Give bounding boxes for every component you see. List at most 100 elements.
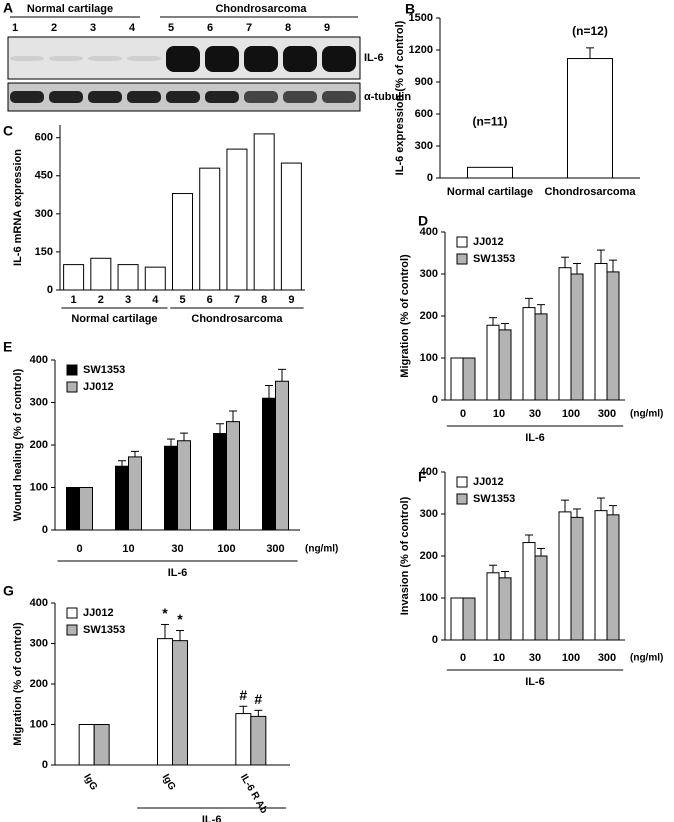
bar: [567, 58, 613, 179]
bar: [117, 264, 139, 291]
legend-label: JJ012: [473, 236, 504, 248]
bar: [594, 263, 608, 401]
lane-label: 2: [51, 22, 57, 34]
x-tick-label: 3: [125, 294, 131, 306]
bar: [78, 724, 95, 766]
blot-band: [244, 91, 278, 103]
blot-band: [283, 91, 317, 103]
blot-band: [322, 46, 356, 72]
legend-label: JJ012: [83, 381, 114, 393]
bar: [172, 193, 193, 291]
y-tick-label: 600: [35, 132, 53, 144]
bar: [522, 542, 536, 641]
panel-label: F: [418, 469, 427, 485]
y-tick-label: 1200: [409, 44, 433, 56]
x-axis-label: IL-6: [168, 567, 188, 579]
blot-band: [127, 91, 161, 103]
bar: [486, 324, 500, 401]
y-tick-label: 300: [420, 508, 438, 520]
bar: [450, 597, 464, 641]
legend-swatch: [456, 493, 468, 505]
y-tick-label: 0: [42, 759, 48, 771]
bar: [90, 257, 112, 291]
x-tick-label: 5: [179, 294, 185, 306]
x-unit: (ng/ml): [630, 653, 663, 664]
x-tick-label: 1: [71, 294, 77, 306]
bar: [275, 380, 289, 531]
group-label: Normal cartilage: [27, 3, 113, 15]
x-tick-label: 100: [562, 652, 580, 664]
bar: [66, 487, 80, 531]
y-axis-label: Wound healing (% of control): [12, 368, 24, 521]
blot-band: [166, 46, 200, 72]
x-tick-label: 30: [529, 408, 541, 420]
x-tick-label: 7: [234, 294, 240, 306]
x-tick-label: IgG: [160, 772, 178, 792]
bar: [558, 267, 572, 401]
lane-label: 7: [246, 22, 252, 34]
y-axis-label: Migration (% of control): [12, 622, 24, 746]
bar: [128, 456, 142, 531]
annotation: (n=11): [472, 115, 507, 129]
x-tick-label: 10: [493, 408, 505, 420]
x-tick-label: 2: [98, 294, 104, 306]
lane-label: 8: [285, 22, 291, 34]
legend-swatch: [66, 364, 78, 376]
y-tick-label: 300: [30, 637, 48, 649]
x-tick-label: 10: [493, 652, 505, 664]
lane-label: 3: [90, 22, 96, 34]
y-tick-label: 450: [35, 170, 53, 182]
lane-label: 9: [324, 22, 330, 34]
x-tick-label: 300: [598, 652, 616, 664]
y-tick-label: 100: [30, 718, 48, 730]
group-label: Chondrosarcoma: [215, 3, 307, 15]
bar: [172, 640, 188, 766]
lane-label: 5: [168, 22, 174, 34]
y-axis-label: Invasion (% of control): [399, 496, 411, 615]
legend-swatch: [456, 253, 468, 265]
bar: [250, 715, 267, 766]
legend-label: SW1353: [83, 624, 125, 636]
y-tick-label: 0: [432, 634, 438, 646]
blot-band: [88, 56, 122, 61]
y-tick-label: 200: [30, 678, 48, 690]
bar: [164, 445, 178, 531]
y-tick-label: 100: [420, 352, 438, 364]
y-tick-label: 300: [30, 396, 48, 408]
y-tick-label: 400: [30, 354, 48, 366]
y-tick-label: 400: [420, 226, 438, 238]
y-tick-label: 200: [420, 310, 438, 322]
x-tick-label: IL-6 R Ab: [238, 772, 269, 815]
blot-band: [49, 56, 83, 61]
panel-label: C: [3, 123, 13, 139]
x-tick-label: 100: [562, 408, 580, 420]
blot-band: [322, 91, 356, 103]
blot-band: [10, 56, 44, 61]
y-tick-label: 900: [415, 76, 433, 88]
row-label: α-tubulin: [364, 91, 411, 103]
lane-label: 4: [129, 22, 136, 34]
bar: [235, 713, 252, 766]
legend-label: SW1353: [83, 364, 125, 376]
blot-band: [166, 91, 200, 103]
bar: [93, 724, 110, 766]
x-tick-label: 0: [460, 408, 466, 420]
y-tick-label: 0: [427, 172, 433, 184]
panel-label: D: [418, 213, 428, 229]
annotation: (n=12): [572, 24, 608, 38]
blot-band: [244, 46, 278, 72]
y-tick-label: 200: [420, 550, 438, 562]
blot-band: [205, 46, 239, 72]
bar: [462, 357, 476, 401]
bar: [450, 357, 464, 401]
y-axis-label: IL-6 expression (% of control): [394, 20, 406, 175]
x-tick-label: IgG: [81, 772, 99, 792]
x-axis-label: IL-6: [525, 676, 545, 688]
x-unit: (ng/ml): [305, 544, 338, 555]
bar: [594, 510, 608, 641]
lane-label: 6: [207, 22, 213, 34]
y-tick-label: 0: [432, 394, 438, 406]
x-tick-label: 100: [217, 543, 235, 555]
y-tick-label: 300: [35, 208, 53, 220]
